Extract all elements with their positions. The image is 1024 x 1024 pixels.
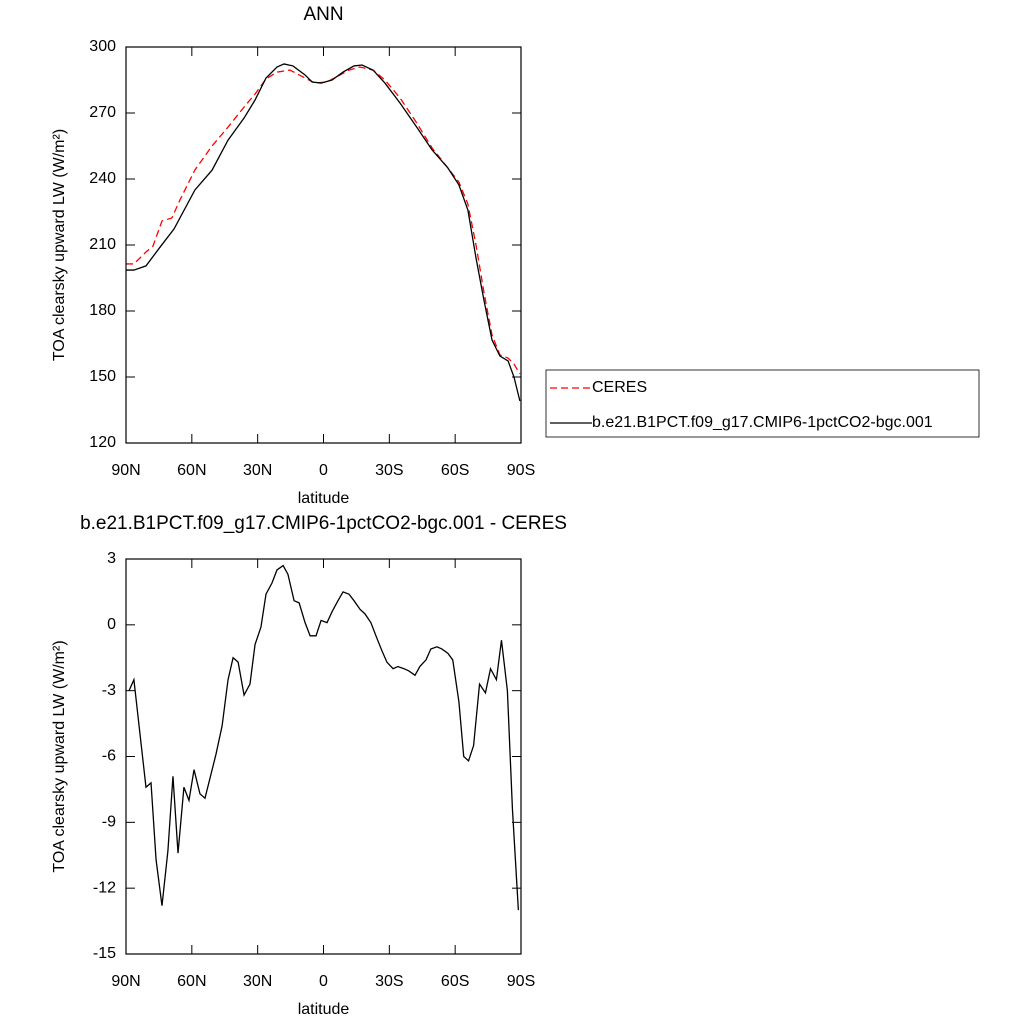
chart-title: b.e21.B1PCT.f09_g17.CMIP6-1pctCO2-bgc.00… xyxy=(80,513,567,534)
x-tick-label: 30N xyxy=(243,462,272,479)
y-tick-label: 150 xyxy=(89,368,116,385)
plot-frame xyxy=(125,558,522,955)
x-tick-label: 30S xyxy=(375,973,403,990)
x-tick-label: 30N xyxy=(243,973,272,990)
chart-title: ANN xyxy=(303,4,343,25)
legend-label: b.e21.B1PCT.f09_g17.CMIP6-1pctCO2-bgc.00… xyxy=(592,414,933,431)
y-tick-label: -15 xyxy=(93,945,116,962)
y-tick-label: -6 xyxy=(102,748,116,765)
x-tick-label: 60S xyxy=(441,462,469,479)
y-tick-label: 240 xyxy=(89,170,116,187)
x-tick-label: 0 xyxy=(319,973,328,990)
x-tick-label: 60N xyxy=(177,462,206,479)
y-tick-label: 270 xyxy=(89,104,116,121)
x-tick-label: 90S xyxy=(507,973,535,990)
y-tick-label: -3 xyxy=(102,682,116,699)
plot-frame xyxy=(125,46,522,444)
x-tick-label: 90S xyxy=(507,462,535,479)
y-tick-label: -9 xyxy=(102,814,116,831)
x-axis-label: latitude xyxy=(298,490,350,507)
y-tick-label: 300 xyxy=(89,38,116,55)
data-line xyxy=(126,66,521,375)
x-tick-label: 60N xyxy=(177,973,206,990)
y-tick-label: 210 xyxy=(89,236,116,253)
x-tick-label: 60S xyxy=(441,973,469,990)
y-tick-label: 180 xyxy=(89,302,116,319)
y-tick-label: 0 xyxy=(107,616,116,633)
x-axis-label: latitude xyxy=(298,1001,350,1018)
x-tick-label: 90N xyxy=(111,973,140,990)
data-line xyxy=(126,63,521,402)
y-tick-label: 3 xyxy=(107,550,116,567)
x-tick-label: 90N xyxy=(111,462,140,479)
legend-label: CERES xyxy=(592,379,647,396)
y-tick-label: -12 xyxy=(93,879,116,896)
x-tick-label: 0 xyxy=(319,462,328,479)
data-line xyxy=(128,564,520,911)
y-tick-label: 120 xyxy=(89,434,116,451)
x-tick-label: 30S xyxy=(375,462,403,479)
y-axis-label: TOA clearsky upward LW (W/m²) xyxy=(51,129,68,361)
legend-box xyxy=(545,369,980,438)
y-axis-label: TOA clearsky upward LW (W/m²) xyxy=(51,640,68,872)
